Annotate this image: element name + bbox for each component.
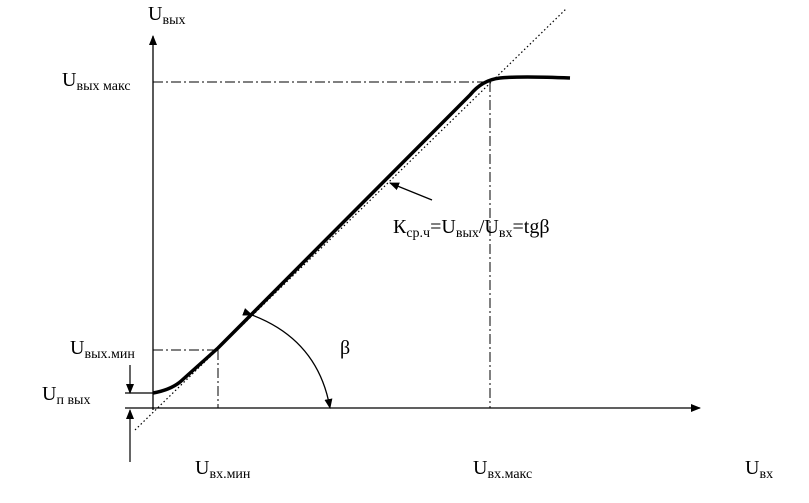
y-axis-title: Uвых [148, 3, 185, 28]
u-out-min: Uвых.мин [70, 337, 135, 362]
guide-lines [153, 81, 491, 408]
label-text: U [62, 69, 77, 91]
u-n-out: Uп вых [42, 383, 90, 408]
subscript: вых [162, 13, 185, 28]
offset-marker [125, 365, 153, 462]
label-text: U [148, 3, 163, 25]
subscript: вых [456, 226, 479, 241]
x-axis-title: Uвх [745, 457, 773, 482]
label-text: U [473, 457, 488, 479]
ideal-line [134, 7, 568, 431]
characteristic-curve [152, 75, 571, 395]
u-in-max: Uвх.макс [473, 457, 532, 482]
u-in-min: Uвх.мин [195, 457, 251, 482]
label-text: =tgβ [513, 216, 550, 238]
label-text: U [195, 457, 210, 479]
subscript: вых макс [76, 79, 130, 94]
subscript: вх.макс [487, 467, 532, 482]
label-text: =U [430, 216, 456, 238]
label-text: U [42, 383, 57, 405]
u-out-max: Uвых макс [62, 69, 131, 94]
label-text: β [340, 337, 350, 359]
label-text: К [393, 216, 407, 238]
subscript: вых.мин [84, 347, 135, 362]
angle-beta: β [340, 337, 350, 359]
axes [149, 35, 701, 412]
label-text: U [745, 457, 760, 479]
subscript: п вых [56, 393, 90, 408]
subscript: вх.мин [209, 467, 250, 482]
subscript: ср.ч [406, 226, 430, 241]
subscript: вх [499, 226, 513, 241]
pointer-arrow [389, 182, 433, 201]
angle-arc [242, 308, 333, 409]
label-text: /U [479, 216, 500, 238]
subscript: вх [759, 467, 773, 482]
label-text: U [70, 337, 85, 359]
gain-formula: Кср.ч=Uвых/Uвх=tgβ [393, 216, 550, 241]
